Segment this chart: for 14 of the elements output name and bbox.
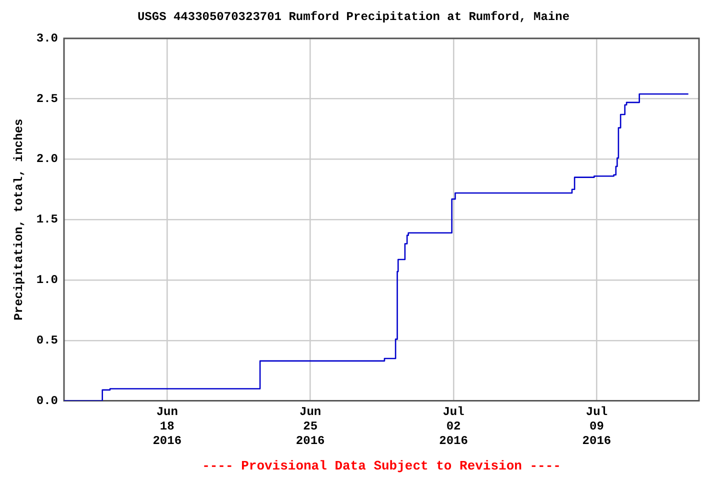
- x-tick-label: Jul 09 2016: [582, 405, 612, 448]
- x-tick-label: Jun 25 2016: [296, 405, 325, 448]
- chart-title: USGS 443305070323701 Rumford Precipitation at Rumford, Maine: [137, 10, 570, 24]
- y-tick-label: 1.5: [36, 212, 58, 227]
- y-tick-label: 2.5: [36, 92, 58, 106]
- y-tick-label: 0.5: [36, 333, 58, 348]
- text: ---- Provisional Data Subject to Revision ----: [202, 458, 561, 474]
- x-tick-label: Jun 18 2016: [152, 405, 182, 448]
- y-tick-label: 3.0: [36, 31, 58, 46]
- y-tick-label: 0.0: [36, 394, 58, 408]
- y-tick-label: 2.0: [36, 152, 58, 166]
- y-axis-title: Precipitation, total, inches: [12, 118, 26, 320]
- y-tick-label: 1.0: [36, 273, 58, 288]
- x-tick-label: Jul 02 2016: [439, 405, 468, 448]
